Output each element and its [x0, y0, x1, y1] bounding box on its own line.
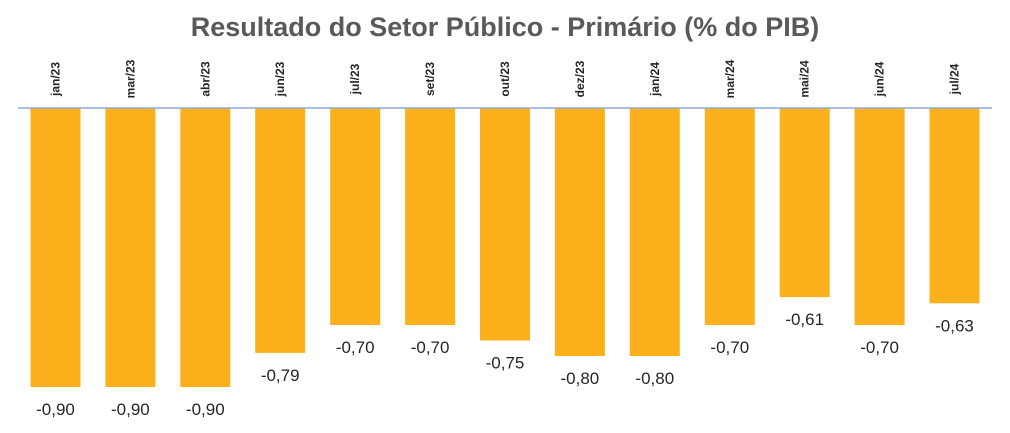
bar-jun-23	[255, 108, 306, 353]
chart-title: Resultado do Setor Público - Primário (%…	[191, 12, 820, 42]
category-labels: jan/23 mar/23 abr/23 jun/23 jul/23 set/23 out/…	[49, 59, 962, 98]
value-label: -0,70	[336, 338, 375, 357]
bar-abr-23	[180, 108, 231, 387]
value-label: -0,70	[411, 338, 450, 357]
value-label: -0,79	[261, 366, 300, 385]
category-label: out/23	[498, 61, 512, 97]
bar-dez-23	[554, 108, 605, 356]
bar-jun-24	[854, 108, 905, 325]
category-label: mai/24	[798, 60, 812, 98]
value-label: -0,80	[561, 369, 600, 388]
category-label: jul/23	[348, 63, 362, 95]
value-label: -0,90	[186, 400, 225, 419]
value-label: -0,90	[36, 400, 75, 419]
bar-jul-23	[330, 108, 381, 325]
category-label: dez/23	[573, 60, 587, 97]
category-label: mar/24	[723, 59, 737, 98]
category-label: jul/24	[948, 63, 962, 95]
value-label: -0,80	[635, 369, 674, 388]
category-label: jan/23	[49, 62, 63, 97]
value-label: -0,61	[785, 310, 824, 329]
bar-set-23	[405, 108, 456, 325]
category-label: mar/23	[123, 59, 137, 98]
category-label: jun/23	[273, 61, 287, 97]
bar-mar-23	[105, 108, 156, 387]
value-label: -0,70	[710, 338, 749, 357]
category-label: jun/24	[873, 61, 887, 97]
value-label: -0,63	[935, 316, 974, 335]
bar-mai-24	[779, 108, 830, 298]
bar-mar-24	[704, 108, 755, 325]
value-label: -0,90	[111, 400, 150, 419]
value-label: -0,70	[860, 338, 899, 357]
category-label: jan/24	[648, 62, 662, 97]
value-label: -0,75	[486, 354, 525, 373]
bar-out-23	[480, 108, 530, 341]
category-label: abr/23	[198, 61, 212, 97]
bars-layer	[30, 108, 980, 387]
bar-jan-24	[629, 108, 680, 356]
value-labels: -0,90 -0,90 -0,90 -0,79 -0,70 -0,70 -0,75 -0,80…	[36, 310, 974, 419]
bar-jan-23	[30, 108, 81, 387]
category-label: set/23	[423, 62, 437, 96]
bar-jul-24	[929, 108, 980, 304]
